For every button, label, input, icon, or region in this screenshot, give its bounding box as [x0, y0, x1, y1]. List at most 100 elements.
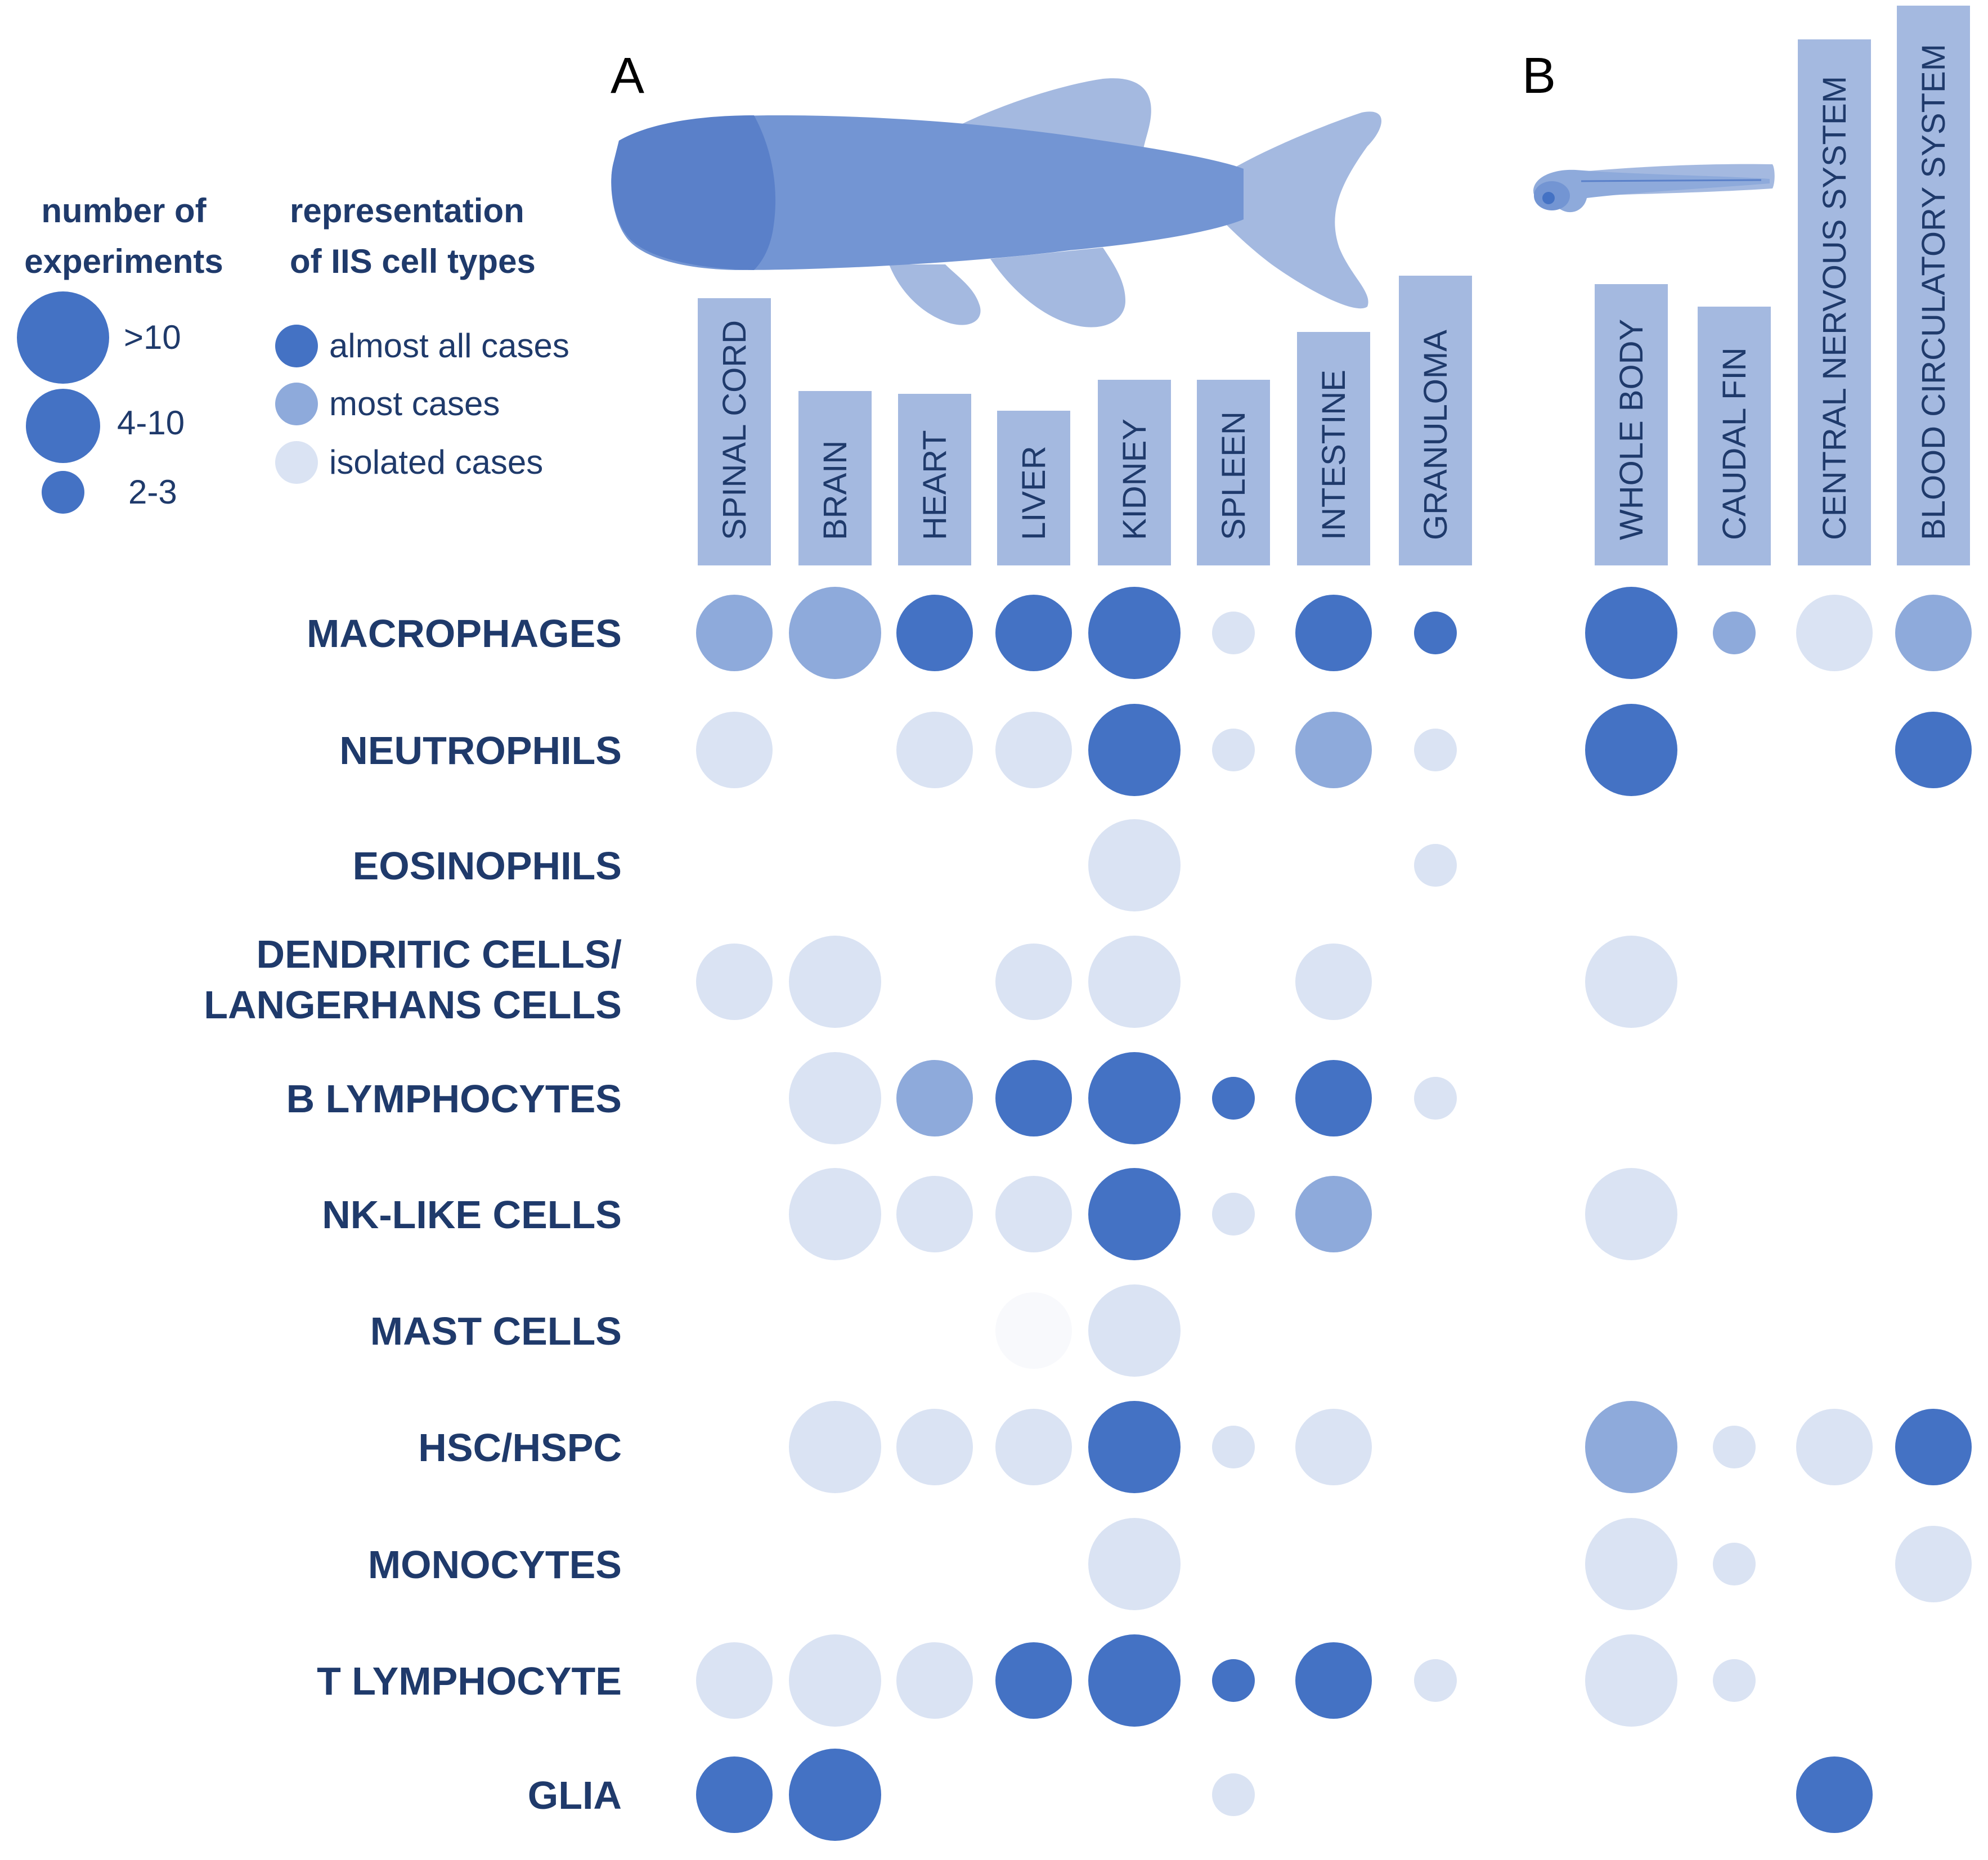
row-label: HSC/HSPC [418, 1426, 622, 1470]
bubble [1295, 1409, 1372, 1485]
panel-letter-b: B [1522, 48, 1556, 104]
bubble [789, 587, 881, 679]
size-legend: number of experiments >10 4-10 2-3 [17, 192, 223, 514]
bubble [896, 1060, 973, 1136]
bubble [1796, 1756, 1873, 1833]
bubble [1088, 819, 1181, 911]
bubble [1713, 1426, 1756, 1468]
row-label: EOSINOPHILS [353, 844, 622, 888]
bubble [1585, 1634, 1677, 1727]
column-bar [1399, 276, 1472, 565]
bubble [995, 1060, 1072, 1136]
bubble [1212, 1773, 1255, 1816]
larva-eye-icon [1542, 192, 1555, 204]
column-bar [1798, 39, 1871, 565]
bubble [1713, 1543, 1756, 1585]
column-bar [1297, 332, 1370, 565]
bubble [995, 1642, 1072, 1719]
bubble [696, 944, 773, 1020]
shade-legend-label: almost all cases [329, 327, 569, 365]
row-label: MONOCYTES [368, 1543, 622, 1587]
column-label: SPINAL CORD [716, 320, 753, 540]
bubble [1088, 1052, 1181, 1144]
row-label: LANGERHANS CELLS [204, 983, 622, 1027]
bubble [1295, 944, 1372, 1020]
column-label: BLOOD CIRCULATORY SYSTEM [1915, 44, 1952, 540]
column-bar [1698, 307, 1771, 565]
bubble [789, 1168, 881, 1260]
bubble [995, 944, 1072, 1020]
column-bar [798, 391, 872, 565]
column-label: WHOLE BODY [1613, 319, 1650, 540]
column-bar [1897, 6, 1970, 565]
size-legend-label: 2-3 [128, 473, 177, 511]
bubble [696, 1756, 773, 1833]
column-label: CAUDAL FIN [1716, 347, 1753, 540]
shade-legend-swatch [275, 325, 318, 367]
shade-legend-label: isolated cases [329, 443, 543, 481]
bubble [1295, 1642, 1372, 1719]
column-label: SPLEEN [1215, 411, 1252, 540]
bubble [1212, 729, 1255, 771]
fish-tail-fin [1221, 111, 1381, 309]
column-label: INTESTINE [1316, 370, 1352, 540]
column-bar [1595, 284, 1668, 565]
column-label: BRAIN [817, 441, 854, 540]
column-bar [997, 411, 1070, 565]
bubble [1088, 1168, 1181, 1260]
column-bar [1197, 380, 1270, 565]
column-headers: SPINAL CORD BRAIN HEART LIVER KIDNEY SPLEEN IN… [698, 6, 1970, 565]
bubble [896, 1176, 973, 1252]
bubble [696, 1642, 773, 1719]
shade-legend-swatch [275, 441, 318, 484]
bubble [896, 1642, 973, 1719]
bubble [1295, 712, 1372, 788]
size-legend-swatch [17, 291, 109, 384]
row-label: NK-LIKE CELLS [322, 1193, 622, 1237]
shade-legend-swatch [275, 383, 318, 425]
bubble [1585, 1401, 1677, 1493]
fish-head [611, 115, 776, 270]
bubble [1796, 595, 1873, 671]
row-label: MAST CELLS [370, 1309, 622, 1353]
adult-zebrafish-illustration [611, 78, 1381, 327]
bubble [1212, 612, 1255, 654]
bubble [1585, 587, 1677, 679]
row-label: NEUTROPHILS [339, 729, 622, 772]
row-label: B LYMPHOCYTES [286, 1077, 622, 1121]
bubble [1295, 595, 1372, 671]
size-legend-title: experiments [24, 242, 223, 280]
bubble [1414, 1077, 1457, 1120]
bubbles [696, 587, 1972, 1841]
bubble [896, 595, 973, 671]
bubble [995, 1409, 1072, 1485]
bubble [1414, 1659, 1457, 1702]
bubble [1212, 1426, 1255, 1468]
column-label: GRANULOMA [1417, 330, 1454, 540]
size-legend-swatch [42, 471, 84, 514]
bubble [1585, 1518, 1677, 1610]
bubble [1088, 1401, 1181, 1493]
shade-legend-title: representation [290, 192, 524, 230]
size-legend-label: 4-10 [117, 404, 185, 442]
fish-anal-fin [990, 248, 1125, 327]
bubble [1088, 1518, 1181, 1610]
larva-notochord [1581, 179, 1762, 182]
larva-zebrafish-illustration [1533, 164, 1775, 213]
bubble [789, 1634, 881, 1727]
column-label: CENTRAL NERVOUS SYSTEM [1816, 76, 1853, 540]
shade-legend-label: most cases [329, 385, 500, 423]
bubble [1713, 1659, 1756, 1702]
bubble [789, 1052, 881, 1144]
row-labels: MACROPHAGES NEUTROPHILS EOSINOPHILS DENDRIT… [204, 612, 622, 1817]
bubble [789, 936, 881, 1028]
column-bar [1098, 380, 1171, 565]
bubble [1088, 587, 1181, 679]
shade-legend: representation of IIS cell types almost al… [275, 192, 569, 484]
bubble [995, 1292, 1072, 1369]
column-bar [698, 298, 771, 565]
size-legend-swatch [26, 389, 100, 463]
bubble [1414, 612, 1457, 654]
bubble [1088, 704, 1181, 796]
